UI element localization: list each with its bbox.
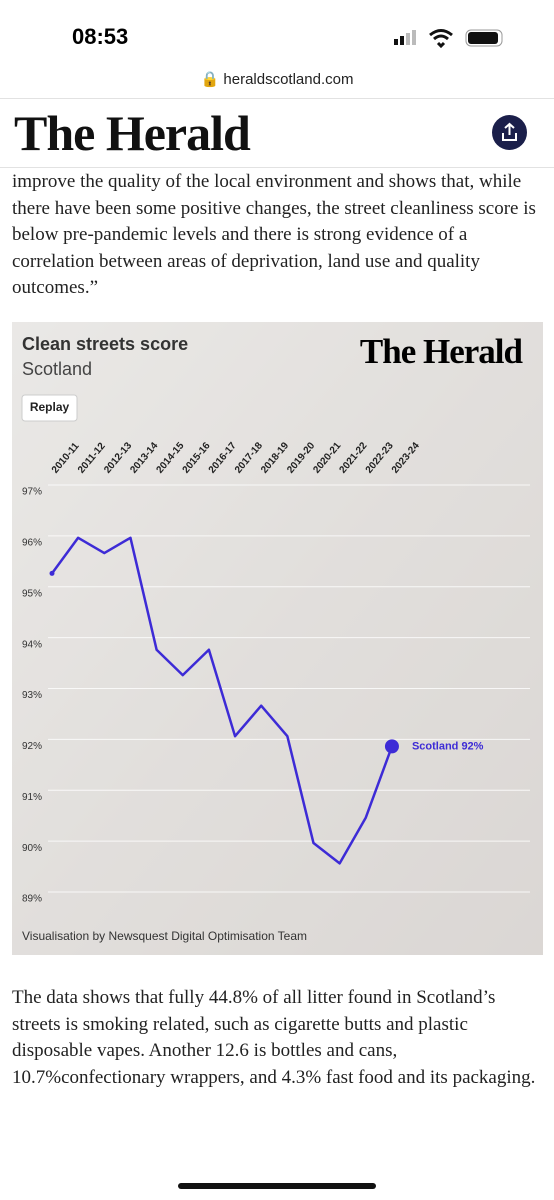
y-tick-label: 96% xyxy=(22,538,42,549)
chart-subtitle: Scotland xyxy=(22,359,92,379)
y-tick-label: 90% xyxy=(22,843,42,854)
chart: Clean streets score Scotland Replay The … xyxy=(12,322,543,955)
share-button[interactable] xyxy=(492,115,527,150)
data-line xyxy=(50,536,394,865)
paragraph: improve the quality of the local environ… xyxy=(12,171,536,298)
site-header xyxy=(0,98,554,168)
y-tick-label: 91% xyxy=(22,792,42,803)
paragraph: The data shows that fully 44.8% of all l… xyxy=(12,987,536,1088)
replay-label: Replay xyxy=(30,400,70,414)
y-tick-label: 97% xyxy=(22,487,42,498)
chart-credit: Visualisation by Newsquest Digital Optim… xyxy=(22,929,307,943)
status-time: 08:53 xyxy=(72,24,129,49)
url-text: heraldscotland.com xyxy=(223,71,354,88)
y-tick-label: 89% xyxy=(22,894,42,905)
status-icons xyxy=(394,29,503,48)
site-logo[interactable]: The Herald xyxy=(14,105,251,161)
y-tick-label: 94% xyxy=(22,639,42,650)
replay-button[interactable] xyxy=(21,394,78,422)
chart-overlay xyxy=(12,322,543,955)
chart-title: Clean streets score xyxy=(22,334,188,354)
y-tick-label: 92% xyxy=(22,741,42,752)
chart-background xyxy=(12,322,543,955)
start-point xyxy=(49,570,55,576)
end-point xyxy=(384,739,399,754)
y-tick-label: 95% xyxy=(22,588,42,599)
y-tick-label: 93% xyxy=(22,690,42,701)
chart-logo: The Herald xyxy=(360,332,524,371)
share-icon xyxy=(502,122,517,141)
url-bar[interactable]: 🔒 heraldscotland.com xyxy=(200,71,354,88)
home-indicator xyxy=(178,1183,376,1189)
end-label: Scotland 92% xyxy=(412,740,484,752)
